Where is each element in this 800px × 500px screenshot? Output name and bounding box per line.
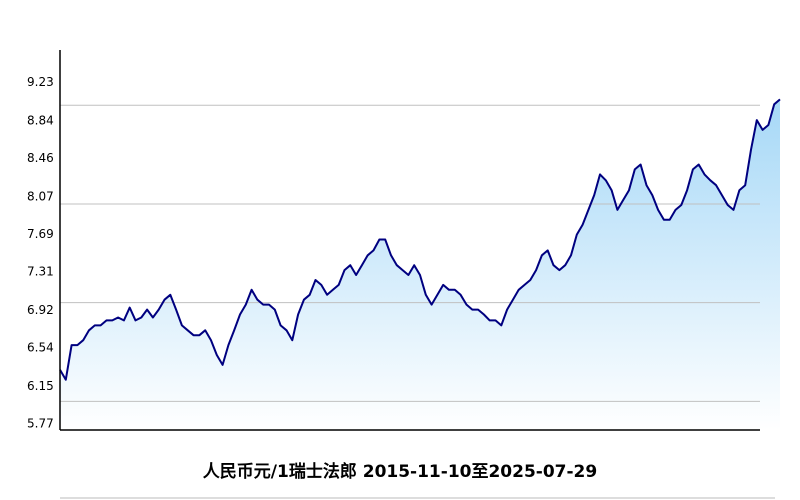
- line: [59, 98, 781, 381]
- y-tick-label: 8.46: [27, 151, 54, 165]
- y-tick-label: 7.69: [27, 227, 54, 241]
- y-tick-label: 8.07: [27, 190, 54, 204]
- chart-title: 人民币元/1瑞士法郎 2015-11-10至2025-07-29: [203, 461, 597, 482]
- area: [60, 99, 780, 431]
- y-tick-label: 6.15: [27, 379, 54, 393]
- y-tick-label: 6.54: [27, 341, 54, 355]
- y-tick-label: 5.77: [27, 417, 54, 431]
- y-tick-label: 8.84: [27, 114, 54, 128]
- y-tick-label: 6.92: [27, 303, 54, 317]
- y-tick-label: 7.31: [27, 265, 54, 279]
- y-tick-label: 9.23: [27, 75, 54, 89]
